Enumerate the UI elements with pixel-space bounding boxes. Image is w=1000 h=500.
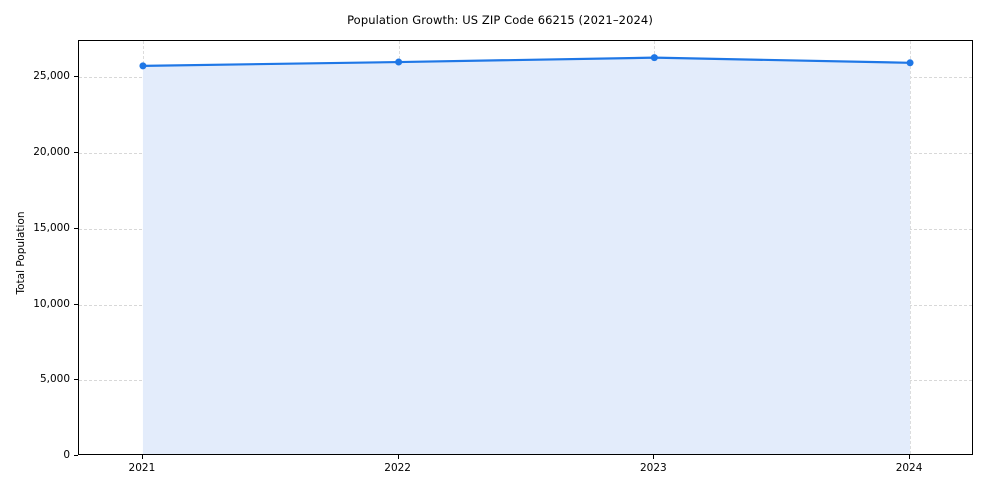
chart-title: Population Growth: US ZIP Code 66215 (20… <box>347 13 653 27</box>
area-fill <box>142 57 911 454</box>
y-tick-label: 5,000 <box>39 373 70 386</box>
y-tick-mark <box>74 76 78 78</box>
y-tick-label: 15,000 <box>33 221 70 234</box>
y-tick-label: 20,000 <box>33 146 70 159</box>
x-tick-label: 2023 <box>639 462 667 474</box>
y-tick-mark <box>74 379 78 381</box>
plot-area <box>78 40 973 455</box>
gridline-x <box>910 41 912 454</box>
population-series <box>139 54 914 454</box>
y-tick-mark <box>74 227 78 229</box>
line-path <box>141 56 912 67</box>
x-tick-label: 2022 <box>384 462 411 474</box>
y-tick-label: 25,000 <box>33 70 70 83</box>
y-tick-label: 0 <box>63 449 70 461</box>
x-tick-mark <box>909 455 911 459</box>
data-point-2021 <box>139 62 147 70</box>
y-tick-label: 10,000 <box>33 297 70 310</box>
y-tick-mark <box>74 455 78 456</box>
x-tick-mark <box>653 455 655 459</box>
x-tick-mark <box>141 455 143 459</box>
data-point-markers <box>139 54 914 70</box>
x-tick-label: 2024 <box>895 462 923 474</box>
data-point-2022 <box>395 58 403 66</box>
x-tick-label: 2021 <box>128 462 156 474</box>
x-tick-mark <box>397 455 399 459</box>
y-tick-mark <box>74 152 78 154</box>
data-point-2024 <box>906 59 914 67</box>
y-tick-mark <box>74 303 78 305</box>
data-point-2023 <box>650 54 658 62</box>
